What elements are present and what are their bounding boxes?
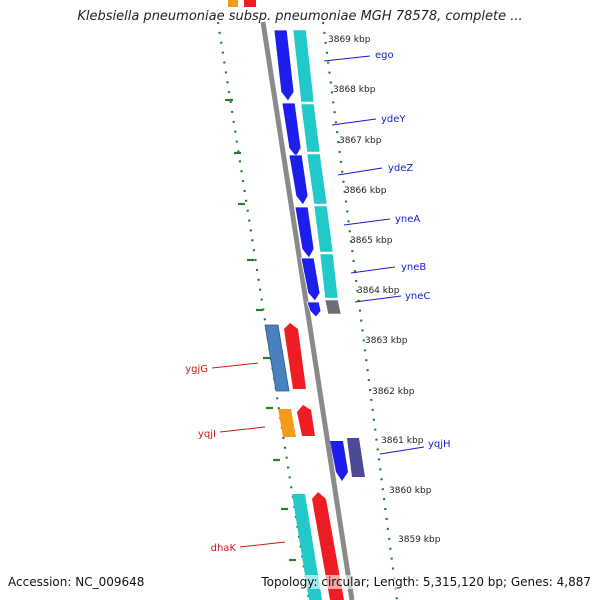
gene-ydeY — [281, 102, 302, 158]
gene-ego — [273, 29, 295, 102]
topology-label: Topology: circular; Length: 5,315,120 bp… — [261, 575, 591, 589]
gene-label-leader — [323, 55, 371, 62]
gene-label[interactable]: yqjH — [428, 439, 451, 450]
scale-tick-label: 3867 kbp — [339, 136, 382, 146]
forward-genes[interactable] — [273, 29, 322, 318]
gene-label-leader — [211, 362, 259, 369]
gene-yneA — [294, 206, 315, 259]
gene-yneB — [300, 257, 321, 302]
accession-label: Accession: NC_009648 — [8, 575, 145, 589]
genome-backbone — [260, 21, 355, 600]
scale-tick-label: 3868 kbp — [333, 85, 376, 95]
scale-tick-label: 3859 kbp — [398, 535, 441, 545]
scale-tick-label: 3862 kbp — [372, 387, 415, 397]
cds-band[interactable] — [292, 29, 342, 315]
scale-tick-label: 3863 kbp — [365, 336, 408, 346]
gene-label[interactable]: yqjI — [198, 429, 216, 440]
scale-tick-label: 3866 kbp — [344, 186, 387, 196]
gene-ydeZ — [288, 154, 309, 206]
gene-label[interactable]: yneA — [395, 214, 420, 225]
gene-ygjG-cds[interactable] — [264, 324, 290, 392]
gene-dhaK[interactable] — [312, 492, 344, 600]
scale-tick-label: 3860 kbp — [389, 486, 432, 496]
gene-label[interactable]: ygjG — [185, 364, 208, 375]
gene-label[interactable]: yneC — [405, 291, 430, 302]
gene-label-leader — [219, 426, 266, 433]
scale-tick-label: 3861 kbp — [381, 436, 424, 446]
gene-yqjH[interactable] — [330, 441, 348, 481]
outer-tick-arc — [321, 21, 399, 600]
gene-yqjI-cds[interactable] — [278, 409, 296, 437]
inner-major-ticks — [225, 98, 296, 562]
gene-label-leader — [239, 541, 286, 548]
gene-yneC — [306, 301, 322, 318]
gene-label[interactable]: dhaK — [211, 543, 237, 554]
gene-label[interactable]: ydeY — [381, 114, 406, 125]
gene-label[interactable]: ydeZ — [388, 163, 413, 174]
gene-label-leader — [331, 118, 377, 126]
gene-label-leader — [350, 266, 396, 274]
gene-yqjI[interactable] — [297, 405, 315, 436]
gene-label-leader — [379, 446, 425, 455]
scale-tick-labels: 3869 kbp 3868 kbp 3867 kbp 3866 kbp 3865 kbp… — [328, 35, 441, 545]
gene-label-leader — [343, 218, 391, 226]
gene-yqjH-cds[interactable] — [347, 438, 365, 477]
gene-label[interactable]: ego — [375, 50, 394, 61]
scale-tick-label: 3869 kbp — [328, 35, 371, 45]
gene-partial-red-top[interactable] — [244, 0, 256, 7]
gene-label-leader — [337, 167, 383, 176]
gene-ygjG[interactable] — [284, 323, 306, 389]
gene-labels: ego ydeY ydeZ yneA yneB yneC ygjG yqjI yqjH dhaK — [185, 50, 450, 554]
gene-partial-orange-top[interactable] — [228, 0, 238, 7]
gene-dhaK-cds[interactable] — [292, 494, 322, 600]
map-title: Klebsiella pneumoniae subsp. pneumoniae … — [77, 9, 523, 24]
gene-label[interactable]: yneB — [401, 262, 426, 273]
gene-label-leader — [354, 295, 402, 303]
scale-tick-label: 3865 kbp — [350, 236, 393, 246]
scale-tick-label: 3864 kbp — [357, 286, 400, 296]
